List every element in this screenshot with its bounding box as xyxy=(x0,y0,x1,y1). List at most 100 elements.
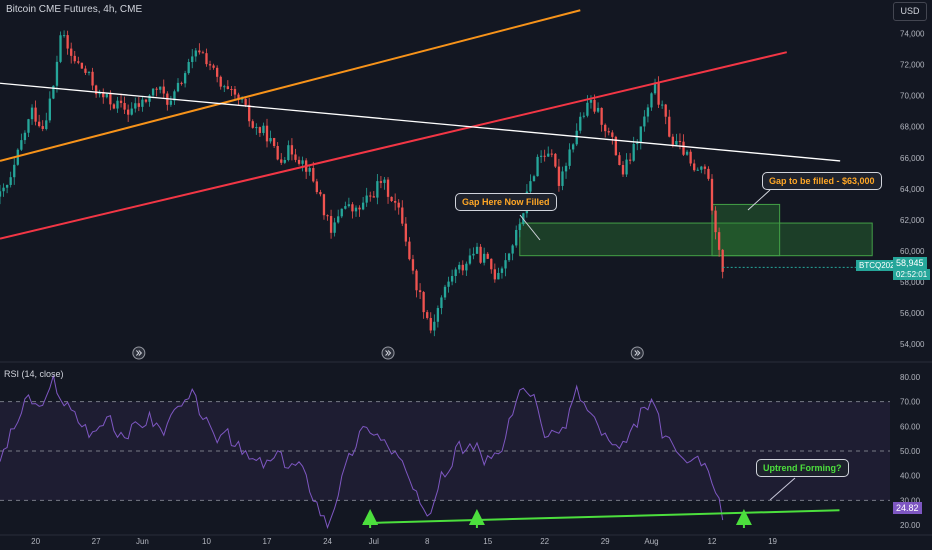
candle-body xyxy=(543,155,546,157)
candle-body xyxy=(134,103,137,109)
candle-body xyxy=(404,223,407,242)
rsi-tick-label: 70.00 xyxy=(900,398,921,407)
rsi-value-tag: 24.82 xyxy=(893,502,922,514)
candle-body xyxy=(91,71,94,86)
candle-body xyxy=(422,292,425,313)
candle-body xyxy=(657,82,660,105)
uptrend-pointer xyxy=(769,477,796,501)
time-tick-label: Aug xyxy=(644,537,658,546)
candle-body xyxy=(554,153,557,167)
candle-body xyxy=(201,52,205,54)
candle-body xyxy=(141,99,144,107)
candle-body xyxy=(312,168,315,182)
time-tick-label: 10 xyxy=(202,537,211,546)
candle-body xyxy=(319,192,322,195)
candle-body xyxy=(564,165,568,172)
candle-body xyxy=(518,224,521,230)
candle-body xyxy=(265,125,269,142)
candle-body xyxy=(354,207,358,212)
candle-body xyxy=(575,130,578,145)
rsi-tick-label: 60.00 xyxy=(900,422,921,431)
rsi-band-fill xyxy=(0,401,890,501)
candle-body xyxy=(707,168,710,179)
candle-body xyxy=(401,207,404,224)
candle-body xyxy=(450,276,454,282)
candle-body xyxy=(216,67,219,77)
candle-body xyxy=(497,272,500,280)
rsi-tick-label: 80.00 xyxy=(900,373,921,382)
candle-body xyxy=(127,109,130,115)
candle-body xyxy=(490,258,493,270)
price-tick-label: 66,000 xyxy=(900,154,925,163)
candle-body xyxy=(223,86,226,88)
candle-body xyxy=(77,61,80,63)
candle-body xyxy=(322,194,326,216)
candle-body xyxy=(66,35,69,49)
candle-body xyxy=(682,141,685,155)
candle-body xyxy=(262,125,265,133)
time-tick-label: 19 xyxy=(768,537,777,546)
price-tick-label: 58,000 xyxy=(900,278,925,287)
candle-body xyxy=(180,82,183,84)
candle-body xyxy=(500,268,504,273)
candle-body xyxy=(176,82,180,92)
candle-body xyxy=(344,206,347,209)
candle-body xyxy=(717,232,721,250)
gap-filled-pointer xyxy=(519,214,541,241)
candle-body xyxy=(607,131,610,133)
candle-body xyxy=(714,210,717,233)
candle-body xyxy=(700,166,703,170)
candle-body xyxy=(70,48,73,56)
price-tick-label: 72,000 xyxy=(900,61,925,70)
candle-body xyxy=(461,264,464,271)
candle-body xyxy=(390,196,393,201)
candle-body xyxy=(596,107,600,112)
candle-body xyxy=(532,176,536,182)
candle-body xyxy=(372,196,375,198)
candle-body xyxy=(643,116,646,127)
candle-body xyxy=(611,132,614,137)
candle-body xyxy=(547,153,550,157)
candle-body xyxy=(84,68,87,73)
candle-body xyxy=(294,154,297,160)
candle-body xyxy=(411,259,415,271)
candle-body xyxy=(472,253,475,256)
candle-body xyxy=(62,35,66,37)
candle-body xyxy=(539,155,543,157)
candle-body xyxy=(5,184,9,188)
candle-body xyxy=(721,249,724,272)
candle-body xyxy=(664,104,667,117)
candle-body xyxy=(169,100,173,105)
candle-body xyxy=(579,116,582,131)
candle-body xyxy=(112,104,116,109)
candle-body xyxy=(365,195,368,203)
time-tick-label: 22 xyxy=(540,537,549,546)
gap-to-fill-callout: Gap to be filled - $63,000 xyxy=(762,172,882,190)
candle-body xyxy=(173,91,176,101)
candle-body xyxy=(94,85,98,95)
candle-body xyxy=(287,145,290,160)
candle-body xyxy=(447,281,450,287)
candle-body xyxy=(258,127,262,133)
candle-body xyxy=(269,138,272,142)
candle-body xyxy=(593,99,596,112)
time-tick-label: 15 xyxy=(483,537,492,546)
candle-body xyxy=(198,50,201,53)
candle-body xyxy=(572,144,575,150)
candle-body xyxy=(636,142,639,144)
candle-body xyxy=(475,246,479,254)
candle-body xyxy=(589,99,593,103)
candle-body xyxy=(394,200,397,203)
candle-body xyxy=(30,107,34,120)
rsi-title: RSI (14, close) xyxy=(4,369,64,379)
candle-body xyxy=(137,103,140,107)
candle-body xyxy=(557,166,561,186)
candle-body xyxy=(20,140,23,150)
candle-body xyxy=(333,222,336,233)
candle-body xyxy=(646,107,650,117)
candle-body xyxy=(208,64,212,66)
currency-button[interactable]: USD xyxy=(893,2,927,21)
candle-body xyxy=(116,100,119,109)
candle-body xyxy=(41,126,44,129)
